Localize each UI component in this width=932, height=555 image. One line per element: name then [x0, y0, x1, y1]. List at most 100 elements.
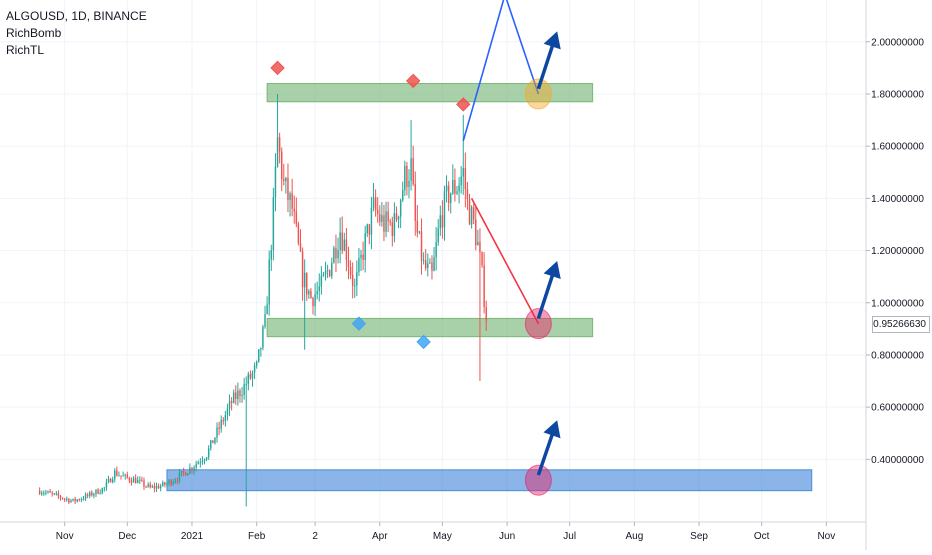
candle-body: [141, 479, 143, 481]
candle-body: [136, 479, 139, 484]
candle-body: [166, 483, 168, 485]
candle-body: [308, 290, 310, 295]
candle-body: [157, 485, 160, 489]
candle-body: [197, 462, 199, 465]
candle-body: [291, 193, 293, 209]
candle-body: [70, 500, 72, 503]
y-tick-label: 1.80000000: [871, 89, 924, 100]
sell-signal-diamond: [456, 97, 471, 112]
candle-body: [370, 207, 373, 235]
candle-body: [114, 470, 116, 480]
candle-body: [278, 137, 281, 152]
candle-body: [458, 185, 460, 192]
candle-body: [443, 191, 446, 228]
candle-body: [93, 494, 95, 496]
x-tick-label: Oct: [754, 531, 770, 542]
symbol-title[interactable]: ALGOUSD, 1D, BINANCE: [6, 9, 147, 23]
candle-body: [172, 482, 174, 485]
candle-body: [155, 485, 158, 489]
candle-body: [435, 242, 437, 258]
candle-body: [297, 224, 300, 244]
candle-body: [479, 241, 481, 253]
y-tick-label: 0.80000000: [871, 350, 924, 361]
candle-body: [477, 241, 479, 246]
candle-body: [214, 437, 216, 444]
candle-body: [218, 427, 220, 429]
candle-body: [260, 347, 262, 350]
candle-body: [331, 262, 333, 277]
candle-body: [38, 490, 41, 494]
candle-body: [95, 489, 97, 495]
candle-body: [63, 498, 66, 500]
chart-legend: ALGOUSD, 1D, BINANCE RichBomb RichTL: [6, 8, 147, 59]
red-projection-line: [470, 197, 540, 325]
candle-body: [339, 232, 341, 251]
candle-body: [53, 493, 55, 495]
candle-body: [232, 392, 235, 403]
candle-body: [264, 314, 266, 327]
up-arrow: [536, 261, 561, 319]
candle-body: [216, 427, 218, 438]
candle-body: [312, 297, 314, 307]
candle-body: [431, 262, 433, 271]
candle-body: [84, 494, 87, 499]
candle-body: [72, 498, 74, 501]
candle-body: [176, 480, 179, 482]
indicator-richtl[interactable]: RichTL: [6, 43, 45, 57]
candle-body: [366, 224, 368, 234]
candle-body: [103, 487, 106, 489]
candle-body: [61, 497, 64, 499]
candle-body: [120, 475, 122, 477]
candle-body: [420, 231, 423, 261]
y-tick-label: 2.00000000: [871, 37, 924, 48]
candle-body: [445, 185, 448, 192]
x-tick-label: Aug: [625, 531, 643, 542]
candle-body: [41, 493, 43, 495]
candle-body: [335, 247, 337, 259]
candle-body: [107, 478, 110, 483]
candle-body: [283, 179, 285, 181]
sell-signal-diamond: [270, 60, 285, 76]
candle-body: [130, 480, 133, 483]
candle-body: [433, 257, 435, 271]
candle-body: [456, 191, 458, 194]
candle-body: [439, 215, 442, 229]
green-zone: [266, 83, 594, 103]
candle-body: [276, 137, 279, 167]
candle-body: [222, 419, 225, 422]
x-tick-label: 2: [312, 531, 318, 542]
target-circle: [524, 308, 552, 340]
candle-body: [195, 464, 197, 468]
indicator-richbomb[interactable]: RichBomb: [6, 26, 62, 40]
candle-body: [55, 493, 58, 495]
candle-body: [245, 384, 247, 386]
candle-body: [429, 262, 431, 264]
candle-body: [258, 349, 260, 362]
candle-body: [372, 197, 375, 208]
candle-body: [485, 307, 487, 321]
blue-zone: [166, 469, 813, 492]
candle-body: [80, 499, 83, 501]
candle-body: [306, 272, 308, 295]
candle-body: [437, 228, 439, 243]
candle-body: [164, 482, 166, 485]
candle-body: [126, 474, 129, 478]
candle-body: [159, 485, 162, 489]
candle-body: [472, 207, 475, 220]
candle-body: [182, 471, 185, 473]
candle-body: [466, 189, 469, 199]
grid: [0, 0, 866, 522]
candle-body: [337, 250, 339, 259]
candle-body: [266, 304, 268, 315]
candle-body: [205, 457, 208, 460]
candle-body: [408, 180, 410, 187]
candle-body: [268, 259, 270, 305]
candle-body: [364, 233, 366, 260]
x-tick-label: Jun: [499, 531, 515, 542]
candle-body: [224, 415, 227, 422]
candle-body: [237, 390, 239, 400]
candle-body: [376, 209, 379, 214]
candle-body: [134, 478, 137, 484]
